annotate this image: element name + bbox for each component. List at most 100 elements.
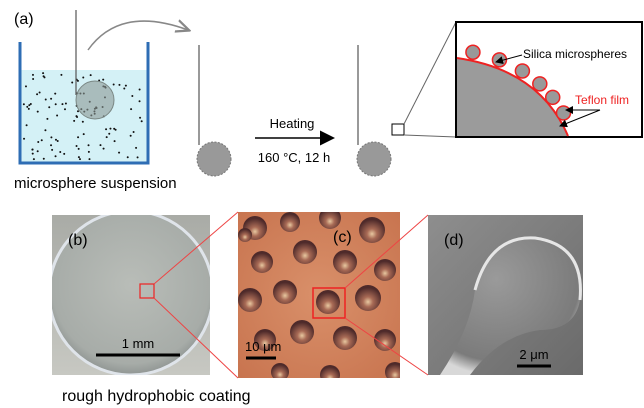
- particle: [28, 108, 30, 110]
- particle: [23, 138, 25, 140]
- particle: [50, 136, 52, 138]
- microsphere: [290, 320, 314, 344]
- particle: [31, 149, 33, 151]
- microsphere: [238, 288, 262, 312]
- step-label: Heating: [270, 116, 315, 131]
- microsphere: [271, 363, 289, 381]
- particle: [36, 93, 38, 95]
- scale-label: 10 μm: [245, 339, 281, 354]
- particle: [82, 77, 84, 79]
- particle: [108, 133, 110, 135]
- microsphere: [280, 212, 300, 232]
- particle: [50, 144, 52, 146]
- particle: [118, 152, 120, 154]
- particle: [130, 108, 132, 110]
- particle: [41, 139, 43, 141]
- panel-label: (d): [444, 232, 464, 249]
- particle: [26, 124, 28, 126]
- particle: [32, 153, 34, 155]
- particle: [37, 150, 39, 152]
- particle: [88, 158, 90, 160]
- particle: [109, 128, 111, 130]
- microsphere: [359, 217, 385, 243]
- particle: [103, 148, 105, 150]
- microsphere: [515, 64, 529, 78]
- particle: [77, 136, 79, 138]
- particle: [139, 100, 141, 102]
- microsphere: [556, 106, 570, 120]
- microsphere: [533, 77, 547, 91]
- substrate: [357, 142, 391, 176]
- transfer-arrow: [88, 21, 188, 50]
- microsphere: [546, 90, 560, 104]
- microsphere: [251, 251, 273, 273]
- particle: [78, 156, 80, 158]
- particle: [79, 158, 81, 160]
- microsphere: [466, 45, 480, 59]
- particle: [61, 103, 63, 105]
- particle: [65, 102, 67, 104]
- scale-label: 1 mm: [122, 336, 155, 351]
- microsphere: [319, 207, 341, 229]
- page: {"panel_a": {"label": "(a)", "suspension…: [0, 0, 644, 408]
- microsphere: [238, 228, 252, 242]
- particle: [32, 74, 34, 76]
- particle: [139, 88, 141, 90]
- caption: microsphere suspension: [14, 175, 177, 192]
- particle: [37, 141, 39, 143]
- particle: [43, 75, 45, 77]
- particle: [139, 117, 141, 119]
- microsphere: [293, 240, 317, 264]
- particle: [44, 129, 46, 131]
- microsphere: [374, 259, 396, 281]
- particle: [131, 95, 133, 97]
- particle: [23, 103, 25, 105]
- particle: [55, 155, 57, 157]
- inset-label: Teflon film: [575, 93, 629, 107]
- panel-label: (b): [68, 232, 88, 249]
- particle: [43, 158, 45, 160]
- particle: [82, 121, 84, 123]
- particle: [64, 108, 66, 110]
- particle: [88, 144, 90, 146]
- caption: rough hydrophobic coating: [62, 388, 251, 405]
- particle: [28, 104, 30, 106]
- particle: [42, 72, 44, 74]
- particle: [78, 148, 80, 150]
- particle: [88, 151, 90, 153]
- substrate: [197, 142, 231, 176]
- particle: [83, 133, 85, 135]
- particle: [55, 103, 57, 105]
- particle: [141, 120, 143, 122]
- particle: [99, 144, 101, 146]
- particle: [63, 153, 65, 155]
- particle: [76, 145, 78, 147]
- particle: [55, 139, 57, 141]
- particle: [106, 136, 108, 138]
- particle: [60, 74, 62, 76]
- particle: [39, 91, 41, 93]
- particle: [105, 128, 107, 130]
- zoom-line: [404, 22, 456, 124]
- particle: [37, 111, 39, 113]
- particle: [135, 147, 137, 149]
- step-conditions: 160 °C, 12 h: [258, 150, 330, 165]
- microsphere: [273, 280, 297, 304]
- particle: [73, 120, 75, 122]
- particle: [45, 98, 47, 100]
- particle: [51, 149, 53, 151]
- microsphere: [320, 365, 340, 385]
- panel-label: (c): [333, 229, 352, 246]
- particle: [59, 151, 61, 153]
- panel-label: (a): [14, 11, 34, 28]
- figure: (a) microsphere suspension Heating 160 °…: [0, 0, 644, 408]
- microsphere: [333, 250, 357, 274]
- microsphere: [316, 290, 340, 314]
- microsphere: [355, 285, 381, 311]
- particle: [32, 78, 34, 80]
- particle: [113, 83, 115, 85]
- particle: [33, 158, 35, 160]
- particle: [75, 115, 77, 117]
- particle: [123, 88, 125, 90]
- particle: [46, 118, 48, 120]
